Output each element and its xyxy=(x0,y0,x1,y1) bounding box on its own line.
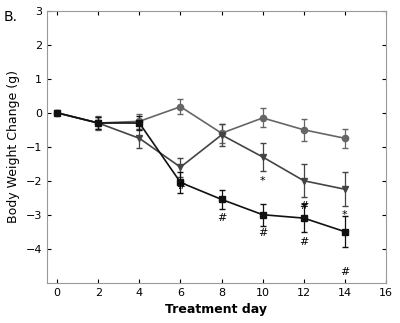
Text: #: # xyxy=(299,237,308,247)
Text: #: # xyxy=(258,228,267,238)
Text: #: # xyxy=(176,181,185,191)
Text: #: # xyxy=(299,201,308,211)
Text: #: # xyxy=(340,267,350,277)
Text: #: # xyxy=(217,213,226,223)
Text: *: * xyxy=(260,176,266,186)
Text: *: * xyxy=(342,210,348,220)
Text: B.: B. xyxy=(4,10,18,24)
X-axis label: Treatment day: Treatment day xyxy=(166,303,268,316)
Y-axis label: Body Weight Change (g): Body Weight Change (g) xyxy=(7,70,20,223)
